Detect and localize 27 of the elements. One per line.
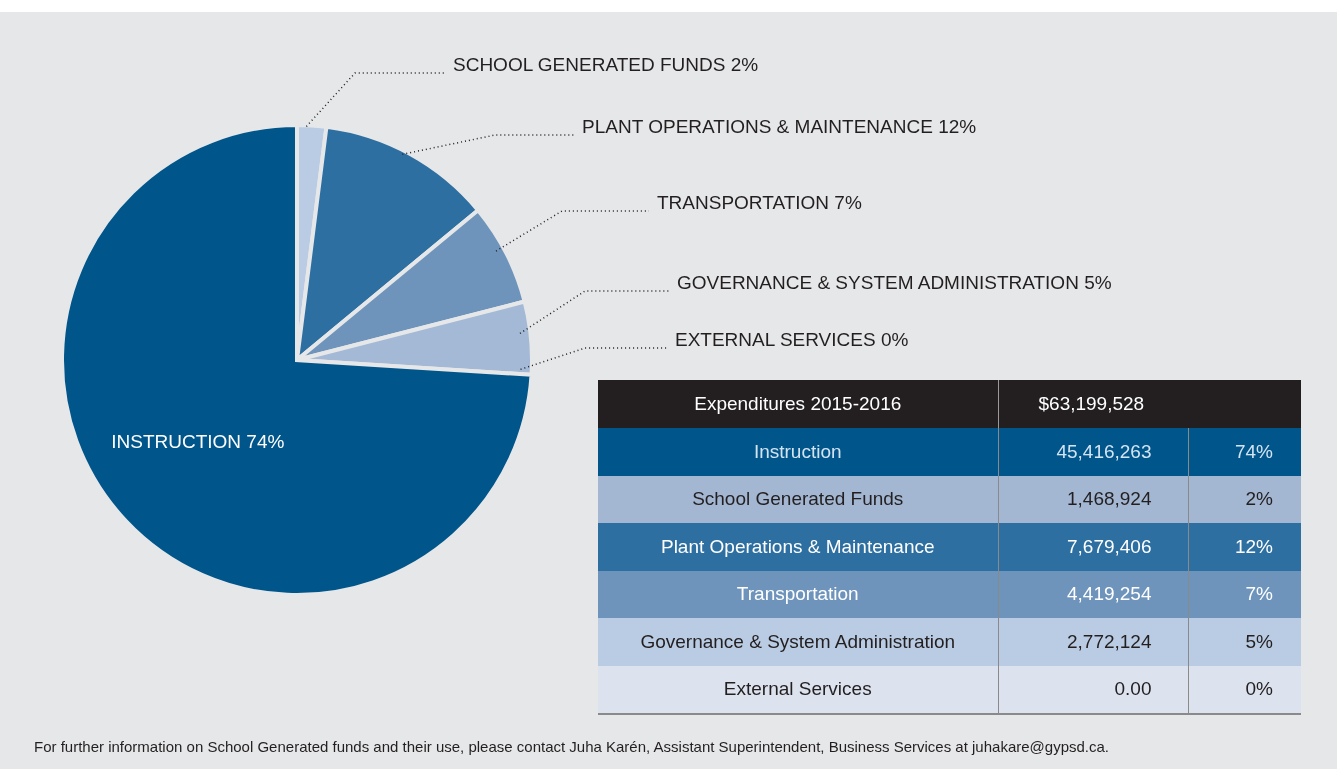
data-label: 2% xyxy=(1188,475,1302,523)
text: For further information on School Generated funds and their use, please contact Juha Karén, Assistant Superintendent, Business Services at juhakare@gypsd.ca. xyxy=(34,738,1110,755)
data-label: 7,679,406 xyxy=(998,523,1188,571)
slice-label: TRANSPORTATION 7% xyxy=(657,192,862,214)
data-label: 4,419,254 xyxy=(998,570,1188,618)
data-label: 1,468,924 xyxy=(998,475,1188,523)
slice-label: GOVERNANCE & SYSTEM ADMINISTRATION 5% xyxy=(677,272,1112,294)
text: $63,199,528 xyxy=(1038,393,1145,414)
slice-label: PLANT OPERATIONS & MAINTENANCE 12% xyxy=(582,116,977,138)
data-label: 0% xyxy=(1188,665,1302,713)
data-label: 12% xyxy=(1188,523,1302,571)
category-label: School Generated Funds xyxy=(598,475,998,523)
category-label: External Services xyxy=(598,665,998,713)
category-label: Plant Operations & Maintenance xyxy=(598,523,998,571)
data-label: 2,772,124 xyxy=(998,618,1188,666)
slice-label: SCHOOL GENERATED FUNDS 2% xyxy=(453,54,759,76)
data-label: 74% xyxy=(1188,428,1302,476)
chart-title: Expenditures 2015-2016 xyxy=(694,393,902,414)
category-label: EXTERNAL SERVICES 0% xyxy=(675,329,909,351)
slice-label: INSTRUCTION 74% xyxy=(111,431,285,453)
data-label: 45,416,263 xyxy=(998,428,1188,476)
data-label: 5% xyxy=(1188,618,1302,666)
data-label: 7% xyxy=(1188,570,1302,618)
category-label: Governance & System Administration xyxy=(598,618,998,666)
category-label: Instruction xyxy=(598,428,998,476)
category-label: Transportation xyxy=(598,570,998,618)
data-label: 0.00 xyxy=(998,665,1188,713)
